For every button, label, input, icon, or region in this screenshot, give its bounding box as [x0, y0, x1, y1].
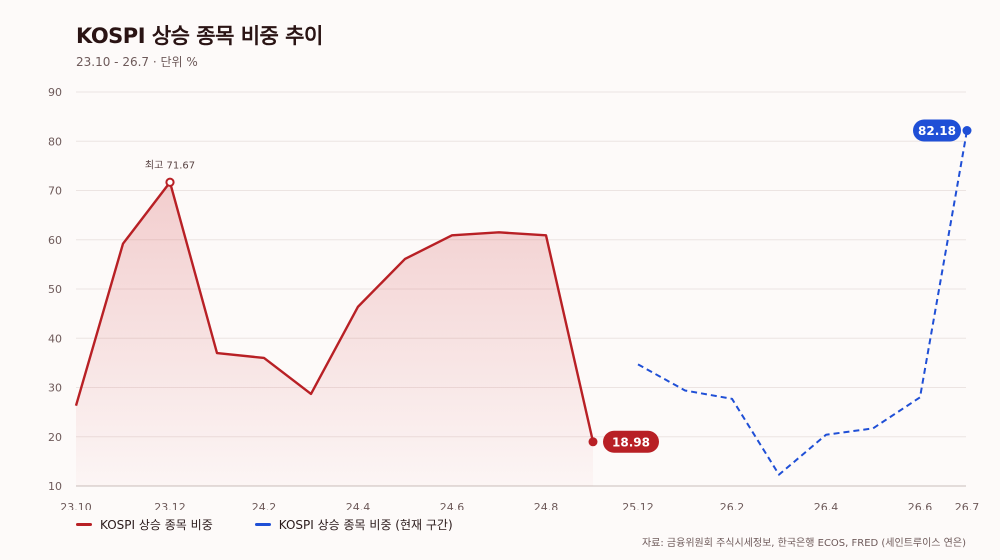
x-tick-label: 26.6	[908, 501, 933, 510]
red-end-label: 18.98	[612, 435, 650, 449]
red-end-marker	[588, 437, 598, 447]
red-end-badge	[603, 430, 659, 453]
legend: KOSPI 상승 종목 비중 KOSPI 상승 종목 비중 (현재 구간)	[76, 516, 453, 533]
x-tick-label: 24.4	[346, 501, 371, 510]
y-tick-label: 80	[48, 135, 62, 148]
x-tick-label: 25.12	[622, 501, 654, 510]
peak-label: 최고 71.67	[145, 159, 195, 171]
line-chart: 10 20 30 40 50 60 70 80 90 23.10 23.12 24.2 24.4 24.6…	[48, 86, 980, 510]
red-series-line	[74, 181, 595, 443]
legend-swatch-red	[76, 523, 92, 526]
x-tick-label: 26.2	[720, 501, 745, 510]
blue-end-label: 82.18	[918, 124, 956, 138]
blue-series-line	[637, 130, 968, 476]
y-tick-label: 70	[48, 185, 62, 198]
source-note: 자료: 금융위원회 주식시세정보, 한국은행 ECOS, FRED (세인트루이…	[641, 538, 966, 549]
x-tick-label: 26.7	[955, 501, 980, 510]
chart-subtitle: 23.10 - 26.7 · 단위 %	[76, 55, 198, 69]
blue-end-marker	[962, 126, 972, 136]
y-tick-label: 10	[48, 480, 62, 493]
legend-swatch-blue	[254, 523, 271, 526]
x-tick-label: 26.4	[814, 501, 839, 510]
x-tick-label: 24.6	[440, 501, 465, 510]
legend-item-blue: KOSPI 상승 종목 비중 (현재 구간)	[254, 516, 453, 533]
x-tick-label: 23.10	[60, 501, 92, 510]
y-tick-label: 30	[48, 382, 62, 395]
legend-item-red: KOSPI 상승 종목 비중	[76, 516, 213, 533]
y-tick-label: 40	[48, 332, 62, 345]
legend-label-blue: KOSPI 상승 종목 비중 (현재 구간)	[278, 518, 453, 532]
blue-end-badge	[913, 119, 961, 142]
chart-title: KOSPI 상승 종목 비중 추이	[76, 24, 323, 48]
legend-label-red: KOSPI 상승 종목 비중	[100, 518, 213, 532]
peak-marker	[165, 177, 175, 187]
y-tick-label: 90	[48, 86, 62, 99]
x-tick-label: 24.2	[252, 501, 277, 510]
red-series-area	[76, 182, 593, 486]
y-tick-label: 60	[48, 234, 62, 247]
x-tick-label: 23.12	[154, 501, 186, 510]
x-tick-label: 24.8	[534, 501, 559, 510]
y-tick-label: 20	[48, 431, 62, 444]
y-tick-label: 50	[48, 283, 62, 296]
